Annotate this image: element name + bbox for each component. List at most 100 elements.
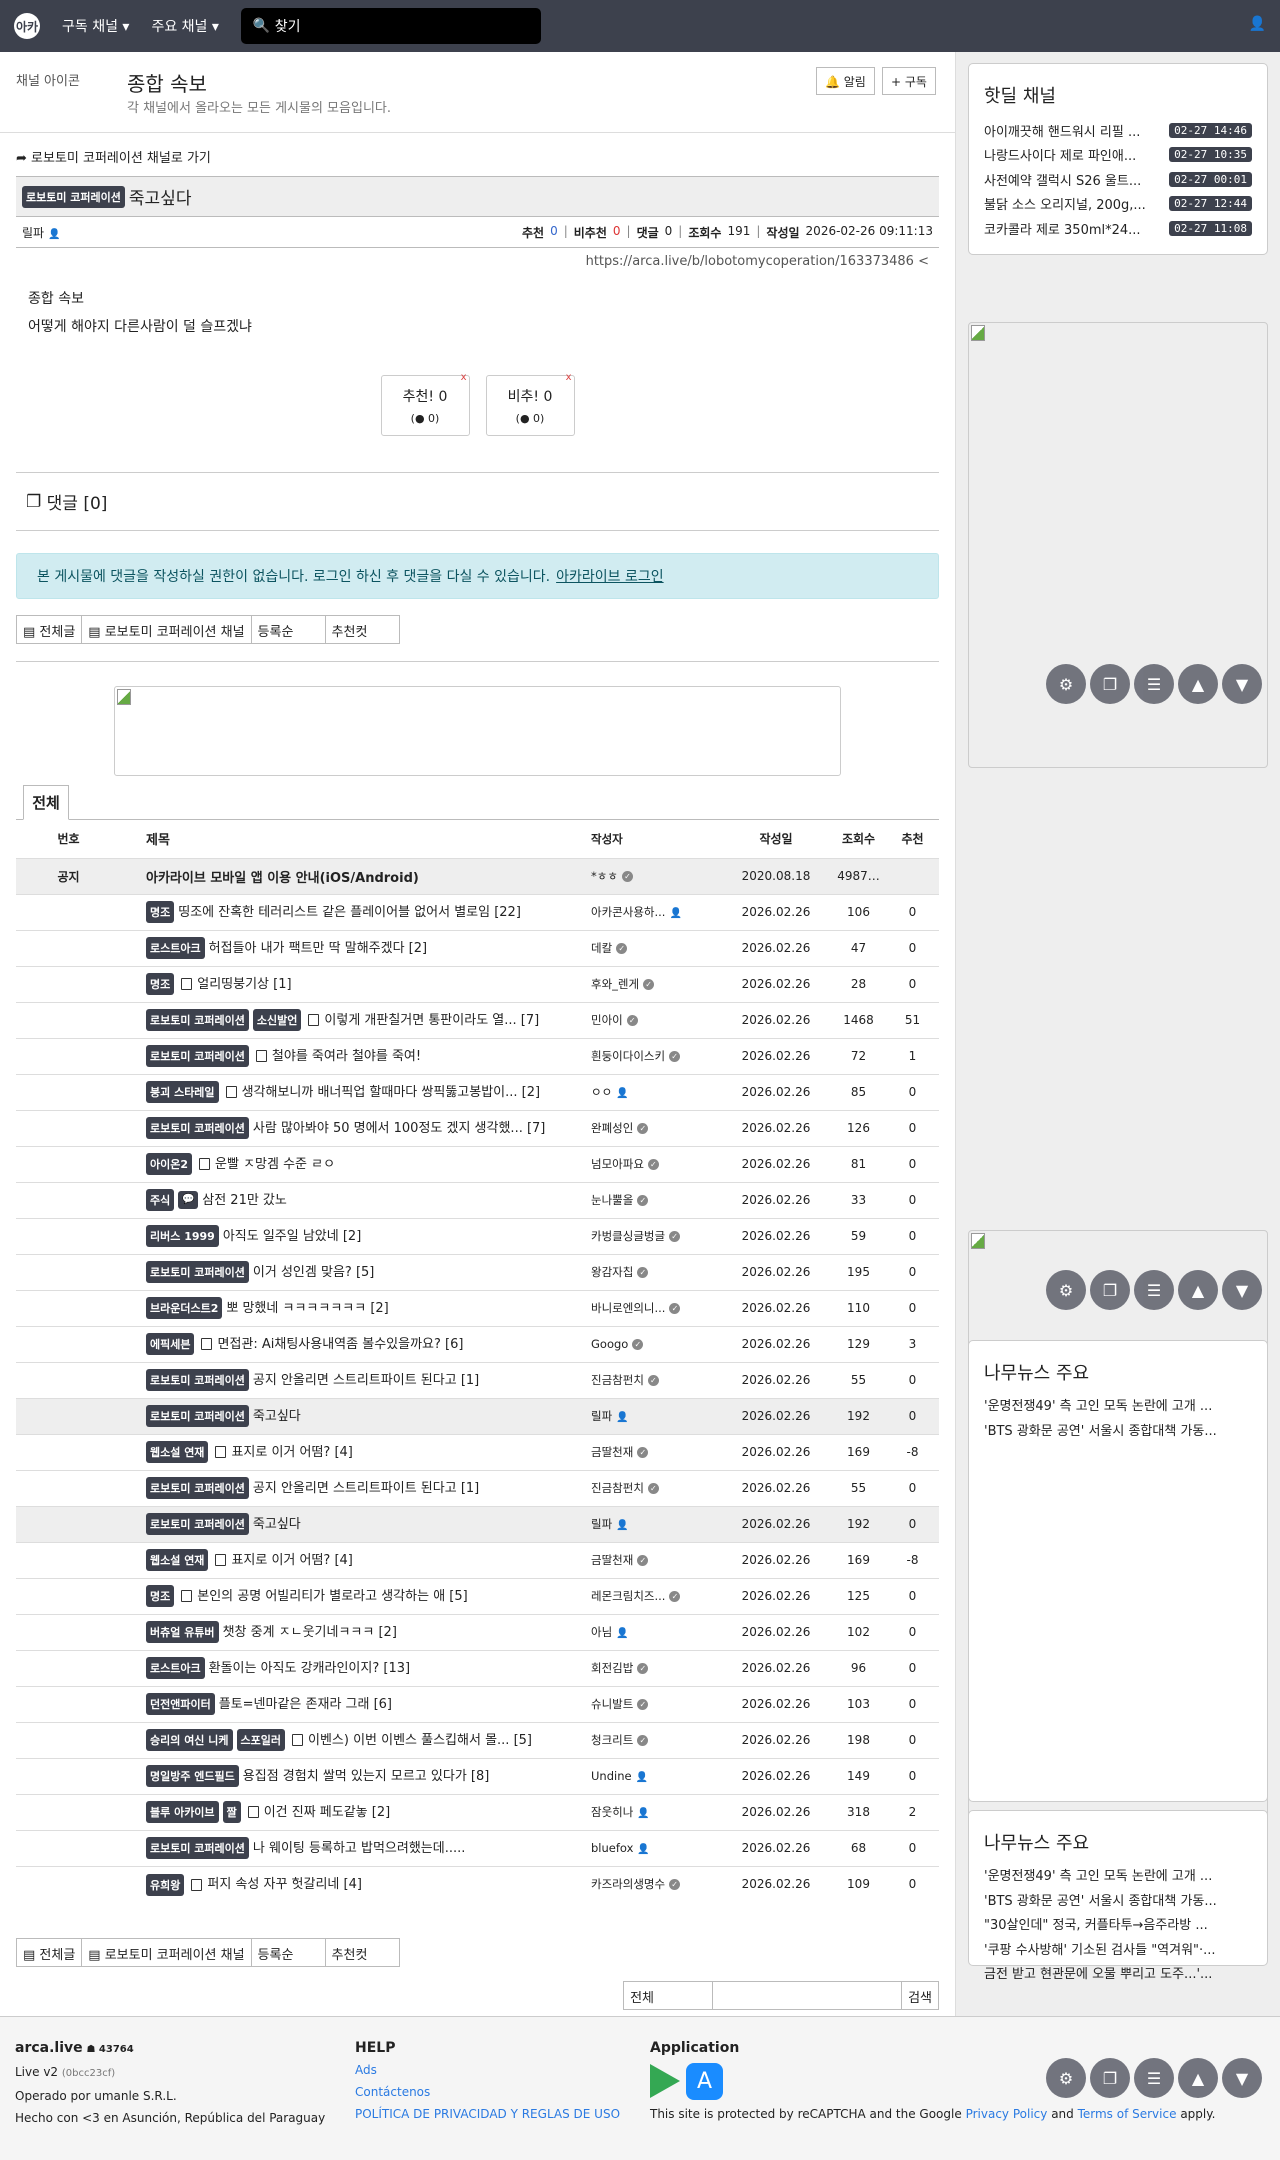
cell-author[interactable]: 아님 👤: [591, 1613, 721, 1650]
cell-author[interactable]: 넘모아파요 ✓: [591, 1145, 721, 1182]
cell-author[interactable]: Googo ✓: [591, 1325, 721, 1362]
category-badge[interactable]: 버츄얼 유튜버: [146, 1621, 219, 1644]
cell-author[interactable]: 릴파 👤: [591, 1397, 721, 1434]
table-row[interactable]: 블루 아카이브 짤 이건 진짜 페도같놓 [2] 잠웃히나 👤 2026.02.26 318…: [16, 1793, 939, 1830]
table-row[interactable]: 명조 본인의 공명 어빌리티가 별로라고 생각하는 애 [5] 레몬크림치즈... ✓…: [16, 1577, 939, 1614]
settings-icon[interactable]: ⚙: [1046, 1270, 1086, 1310]
filter-tab[interactable]: ▤ 로보토미 코퍼레이션 채널: [81, 1938, 252, 1967]
news-item[interactable]: 'BTS 광화문 공연' 서울시 종합대책 가동...: [984, 1423, 1217, 1439]
cell-author[interactable]: 릴파 👤: [591, 1505, 721, 1542]
news-title[interactable]: 나무뉴스 주요: [984, 1833, 1090, 1854]
category-badge[interactable]: 웹소설 연재: [146, 1441, 209, 1464]
scroll-down-icon[interactable]: ▼: [1222, 2058, 1262, 2098]
category-badge[interactable]: 로보토미 코퍼레이션: [146, 1405, 249, 1428]
category-badge[interactable]: 웹소설 연재: [146, 1549, 209, 1572]
news-item[interactable]: "30살인데" 정국, 커플타투→음주라방 ...: [984, 1918, 1208, 1933]
notice-row[interactable]: 공지 아카라이브 모바일 앱 이용 안내(iOS/Android) *ㅎㅎ ✓ 2020…: [16, 857, 939, 894]
downvote-button[interactable]: 비추! 0 (● 0) x: [485, 372, 575, 436]
cell-author[interactable]: 흰둥이다이스키 ✓: [591, 1037, 721, 1074]
table-row[interactable]: 로보토미 코퍼레이션 사람 많아봐야 50 명에서 100정도 겠지 생각했...…: [16, 1109, 939, 1146]
cell-author[interactable]: 후와_렌게 ✓: [591, 965, 721, 1002]
table-row[interactable]: 명조 띵조에 잔혹한 테러리스트 같은 플레이어블 없어서 별로임 [22] 아카콘…: [16, 893, 939, 930]
cell-title[interactable]: 명조 본인의 공명 어빌리티가 별로라고 생각하는 애 [5]: [121, 1577, 591, 1614]
cell-title[interactable]: 명조 얼리띵붕기상 [1]: [121, 965, 591, 1002]
category-badge[interactable]: 던전앤파이터: [146, 1693, 215, 1716]
news-item[interactable]: '운명전쟁49' 측 고인 모독 논란에 고개 ...: [984, 1869, 1213, 1884]
category-badge[interactable]: 로보토미 코퍼레이션: [146, 1045, 249, 1068]
cell-title[interactable]: 버츄얼 유튜버 챗창 중계 ㅈㄴ웃기네ㅋㅋㅋ [2]: [121, 1613, 591, 1650]
hotdeal-item[interactable]: 사전예약 갤럭시 S26 울트... 02-27 00:01: [969, 167, 1267, 192]
app-store-icon[interactable]: A: [686, 2062, 723, 2100]
cell-title[interactable]: 승리의 여신 니케 스포일러 이벤스) 이번 이벤스 풀스킵해서 몰... [5]: [121, 1721, 591, 1758]
category-badge[interactable]: 로보토미 코퍼레이션: [146, 1513, 249, 1536]
table-row[interactable]: 유희왕 퍼지 속성 자꾸 헛갈리네 [4] 카즈라의생명수 ✓ 2026.02.26 10…: [16, 1865, 939, 1902]
news-item[interactable]: 금전 받고 현관문에 오물 뿌리고 도주...'...: [984, 1967, 1213, 1982]
ads-link[interactable]: Ads: [355, 2063, 377, 2077]
table-row[interactable]: 명일방주 엔드필드 용집점 경험치 쌀먹 있는지 모르고 있다가 [8] Undin…: [16, 1757, 939, 1794]
contact-link[interactable]: Contáctenos: [355, 2085, 431, 2099]
table-row[interactable]: 에픽세븐 면접관: Ai채팅사용내역좀 볼수있을까요? [6] Googo ✓ 2026…: [16, 1325, 939, 1362]
news-item[interactable]: '운명전쟁49' 측 고인 모독 논란에 고개 ...: [984, 1399, 1213, 1414]
filter-tab[interactable]: ▤ 전체글: [16, 615, 83, 644]
table-row[interactable]: 로보토미 코퍼레이션 공지 안올리면 스트리트파이트 된다고 [1] 진금참펀치 ✓ 2…: [16, 1469, 939, 1506]
filter-tab[interactable]: 등록순: [250, 1938, 326, 1967]
cell-title[interactable]: 로보토미 코퍼레이션 나 웨이팅 등록하고 밥먹으려했는데.....: [121, 1829, 591, 1866]
list-search-input[interactable]: [712, 1981, 903, 2010]
cell-title[interactable]: 웹소설 연재 표지로 이거 어떰? [4]: [121, 1433, 591, 1470]
cell-author[interactable]: 청크리트 ✓: [591, 1721, 721, 1758]
cell-author[interactable]: 아카콘사용하... 👤: [591, 893, 721, 930]
cell-title[interactable]: 로보토미 코퍼레이션 철야를 죽여라 철야를 죽여!: [121, 1037, 591, 1074]
cell-author[interactable]: 민아이 ✓: [591, 1001, 721, 1038]
table-row[interactable]: 리버스 1999 아직도 일주일 남았네 [2] 카벙클싱글벙글 ✓ 2026.02.2…: [16, 1217, 939, 1254]
hotdeal-item[interactable]: 나랑드사이다 제로 파인애... 02-27 10:35: [969, 143, 1267, 168]
user-icon[interactable]: 👤: [1248, 16, 1266, 32]
cell-title[interactable]: 주식 💬 삼전 21만 갔노: [121, 1181, 591, 1218]
cell-author[interactable]: 금딸천재 ✓: [591, 1541, 721, 1578]
cell-title[interactable]: 로보토미 코퍼레이션 소신발언 이렇게 개판칠거면 통판이라도 열... [7]: [121, 1001, 591, 1038]
category-badge[interactable]: 명조: [146, 1585, 175, 1608]
category-badge[interactable]: 블루 아카이브: [146, 1801, 219, 1824]
category-badge[interactable]: 로보토미 코퍼레이션: [146, 1837, 249, 1860]
cell-title[interactable]: 유희왕 퍼지 속성 자꾸 헛갈리네 [4]: [121, 1865, 591, 1902]
category-badge[interactable]: 로보토미 코퍼레이션: [146, 1117, 249, 1140]
cell-title[interactable]: 로보토미 코퍼레이션 공지 안올리면 스트리트파이트 된다고 [1]: [121, 1361, 591, 1398]
category-badge[interactable]: 명일방주 엔드필드: [146, 1765, 239, 1788]
news-item[interactable]: 'BTS 광화문 공연' 서울시 종합대책 가동...: [984, 1893, 1217, 1909]
cell-author[interactable]: ㅇㅇ 👤: [591, 1073, 721, 1110]
google-play-icon[interactable]: [650, 2064, 680, 2098]
filter-tab[interactable]: 추천컷: [324, 1938, 400, 1967]
settings-icon[interactable]: ⚙: [1046, 664, 1086, 704]
cell-title[interactable]: 로보토미 코퍼레이션 공지 안올리면 스트리트파이트 된다고 [1]: [121, 1469, 591, 1506]
category-badge[interactable]: 로보토미 코퍼레이션: [146, 1009, 249, 1032]
cell-author[interactable]: 진금참펀치 ✓: [591, 1469, 721, 1506]
list-search-button[interactable]: 검색: [901, 1981, 939, 2010]
cell-author[interactable]: 슈니발트 ✓: [591, 1685, 721, 1722]
category-badge[interactable]: 브라운더스트2: [146, 1297, 223, 1320]
filter-tab[interactable]: ▤ 전체글: [16, 1938, 83, 1967]
privacy-policy-link[interactable]: Privacy Policy: [965, 2107, 1048, 2121]
hotdeal-item[interactable]: 아이깨끗해 핸드워시 리필 ... 02-27 14:46: [969, 118, 1267, 143]
comments-icon[interactable]: ❐: [1090, 2058, 1130, 2098]
upvote-button[interactable]: 추천! 0 (● 0) x: [380, 372, 470, 436]
table-row[interactable]: 웹소설 연재 표지로 이거 어떰? [4] 금딸천재 ✓ 2026.02.26 169 -8: [16, 1433, 939, 1470]
cell-author[interactable]: bluefox 👤: [591, 1829, 721, 1866]
cell-author[interactable]: 바니로엔의니... ✓: [591, 1289, 721, 1326]
list-icon[interactable]: ☰: [1134, 664, 1174, 704]
cell-title[interactable]: 붕괴 스타레일 생각해보니까 배너픽업 할때마다 쌍픽뚫고봉밥이... [2]: [121, 1073, 591, 1110]
category-badge[interactable]: 아이온2: [146, 1153, 193, 1176]
category-badge[interactable]: 로스트아크: [146, 1657, 205, 1680]
cell-title[interactable]: 리버스 1999 아직도 일주일 남았네 [2]: [121, 1217, 591, 1254]
hotdeal-item[interactable]: 불닭 소스 오리지널, 200g,... 02-27 12:44: [969, 192, 1267, 217]
subscribe-button[interactable]: + 구독: [882, 67, 936, 95]
scroll-down-icon[interactable]: ▼: [1222, 1270, 1262, 1310]
table-row[interactable]: 주식 💬 삼전 21만 갔노 눈나뿔올 ✓ 2026.02.26 33 0: [16, 1181, 939, 1218]
table-row[interactable]: 로보토미 코퍼레이션 죽고싶다 릴파 👤 2026.02.26 192 0: [16, 1505, 939, 1542]
category-badge[interactable]: 명조: [146, 901, 175, 924]
cell-author[interactable]: 진금참펀치 ✓: [591, 1361, 721, 1398]
channel-title[interactable]: 종합 속보: [127, 72, 207, 96]
alarm-button[interactable]: 🔔 알림: [816, 67, 875, 95]
category-badge[interactable]: 로보토미 코퍼레이션: [146, 1369, 249, 1392]
settings-icon[interactable]: ⚙: [1046, 2058, 1086, 2098]
scroll-up-icon[interactable]: ▲: [1178, 2058, 1218, 2098]
cell-title[interactable]: 아이온2 운빨 ㅈ망겜 수준 ㄹㅇ: [121, 1145, 591, 1182]
